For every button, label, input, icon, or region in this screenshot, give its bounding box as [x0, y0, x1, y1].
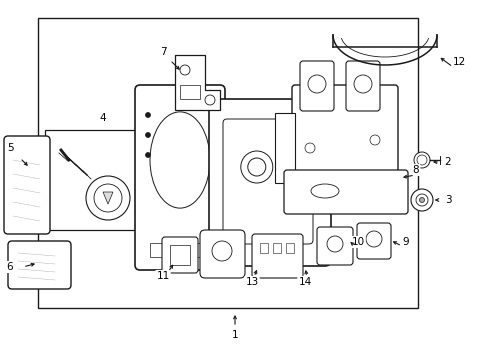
Circle shape [94, 184, 122, 212]
Bar [38, 18, 418, 308]
Text: 9: 9 [403, 237, 409, 247]
FancyBboxPatch shape [223, 119, 313, 244]
Text: 6: 6 [7, 262, 13, 272]
FancyBboxPatch shape [284, 170, 408, 214]
Text: 13: 13 [245, 277, 259, 287]
FancyBboxPatch shape [357, 223, 391, 259]
Circle shape [210, 132, 215, 138]
Circle shape [205, 95, 215, 105]
Circle shape [354, 75, 372, 93]
FancyBboxPatch shape [4, 136, 50, 234]
Text: 11: 11 [156, 271, 170, 281]
Circle shape [416, 194, 428, 206]
Circle shape [86, 176, 130, 220]
Circle shape [417, 155, 427, 165]
Polygon shape [275, 113, 295, 183]
Circle shape [210, 112, 215, 117]
Bar [150, 243, 166, 257]
Circle shape [366, 231, 382, 247]
FancyBboxPatch shape [252, 234, 303, 278]
Circle shape [370, 135, 380, 145]
Bar [286, 243, 294, 253]
Bar [172, 243, 188, 257]
Text: 14: 14 [298, 277, 312, 287]
FancyBboxPatch shape [209, 99, 331, 266]
FancyBboxPatch shape [200, 230, 245, 278]
Circle shape [180, 65, 190, 75]
Circle shape [212, 241, 232, 261]
Text: 4: 4 [99, 113, 106, 123]
FancyBboxPatch shape [300, 61, 334, 111]
Polygon shape [175, 55, 220, 110]
Circle shape [308, 75, 326, 93]
Bar [45, 130, 140, 230]
FancyBboxPatch shape [346, 61, 380, 111]
Text: 8: 8 [413, 165, 419, 175]
Ellipse shape [150, 112, 210, 208]
Text: 2: 2 [445, 157, 451, 167]
Circle shape [305, 143, 315, 153]
Text: 12: 12 [452, 57, 466, 67]
Polygon shape [103, 192, 113, 204]
FancyBboxPatch shape [135, 85, 225, 270]
Circle shape [146, 112, 150, 117]
Circle shape [327, 236, 343, 252]
Text: 7: 7 [160, 47, 166, 57]
Bar [260, 243, 268, 253]
Text: 10: 10 [351, 237, 365, 247]
FancyBboxPatch shape [162, 237, 198, 273]
Text: 5: 5 [7, 143, 13, 153]
Circle shape [248, 158, 266, 176]
Text: 1: 1 [232, 330, 238, 340]
Circle shape [241, 151, 273, 183]
Bar [273, 243, 281, 253]
Circle shape [411, 189, 433, 211]
Circle shape [146, 132, 150, 138]
Bar [194, 243, 210, 257]
FancyBboxPatch shape [317, 227, 353, 265]
Bar [170, 245, 190, 265]
Circle shape [146, 153, 150, 158]
Circle shape [414, 152, 430, 168]
FancyBboxPatch shape [292, 85, 398, 196]
Circle shape [419, 198, 424, 202]
Bar [180, 85, 200, 99]
Text: 3: 3 [445, 195, 451, 205]
Ellipse shape [311, 184, 339, 198]
FancyBboxPatch shape [8, 241, 71, 289]
